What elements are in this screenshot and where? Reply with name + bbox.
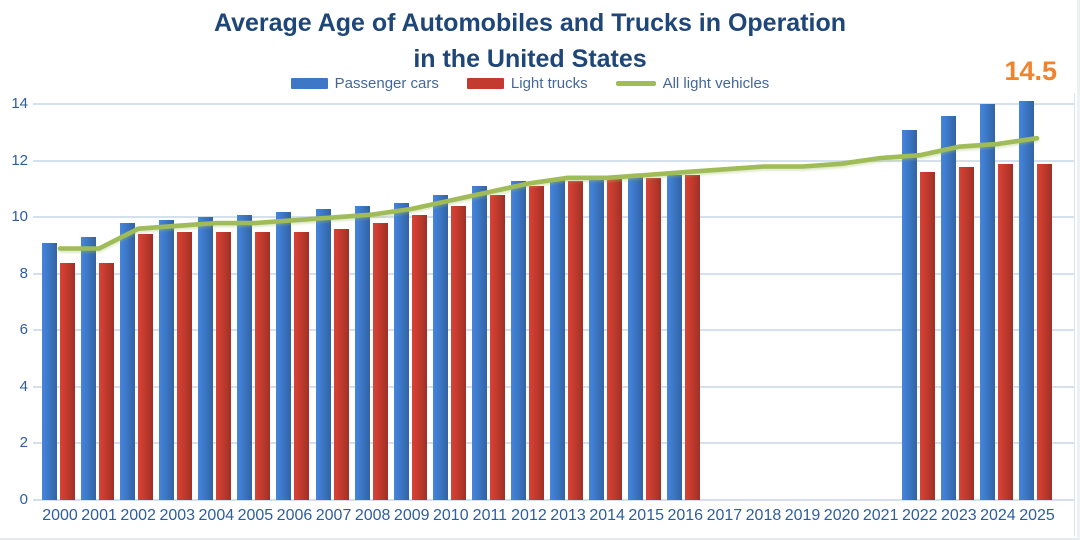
x-axis-label-2018: 2018 [745, 507, 782, 524]
annotation-value-label: 14.5 [1004, 56, 1057, 86]
x-axis-label-2014: 2014 [589, 507, 625, 524]
x-axis-label-2001: 2001 [81, 507, 117, 524]
x-axis-label-2010: 2010 [433, 507, 469, 524]
bar-light-trucks-2012 [528, 186, 544, 500]
legend-label: Passenger cars [334, 74, 439, 92]
x-axis-label-2015: 2015 [628, 507, 664, 524]
x-axis-label-2024: 2024 [980, 507, 1016, 524]
y-axis-label-14: 14 [11, 95, 28, 113]
x-axis-label-2023: 2023 [941, 507, 977, 524]
y-axis-label-0: 0 [19, 491, 28, 508]
bar-passenger-cars-2024 [979, 104, 995, 500]
bar-passenger-cars-2002 [120, 223, 136, 500]
bar-light-trucks-2008 [372, 223, 388, 500]
x-axis-label-2005: 2005 [237, 507, 274, 524]
x-axis-label-2025: 2025 [1019, 507, 1055, 524]
bar-passenger-cars-2013 [550, 177, 566, 500]
x-axis-label-2004: 2004 [198, 507, 235, 524]
y-axis-label-6: 6 [19, 321, 28, 339]
x-axis-label-2021: 2021 [862, 507, 899, 524]
x-axis-label-2016: 2016 [667, 507, 704, 524]
bar-passenger-cars-2009 [393, 203, 409, 500]
x-axis-label-2020: 2020 [823, 507, 860, 524]
bar-light-trucks-2010 [450, 206, 466, 500]
legend: Passenger cars Light trucks All light vehi… [20, 73, 1040, 93]
chart-title-line-1: Average Age of Automobiles and Trucks in… [213, 9, 847, 37]
bar-light-trucks-2013 [568, 180, 584, 500]
bar-light-trucks-2009 [411, 214, 427, 500]
bar-swatch-icon [290, 77, 328, 89]
bar-passenger-cars-2007 [315, 208, 331, 500]
bar-light-trucks-2015 [646, 177, 662, 500]
bar-light-trucks-2002 [138, 234, 154, 500]
bar-passenger-cars-2010 [432, 194, 448, 500]
trend-line [57, 135, 1040, 251]
gridline-12 [33, 159, 1075, 162]
legend-item-all-light-vehicles: All light vehicles [615, 74, 770, 92]
bar-passenger-cars-2001 [81, 237, 97, 500]
x-axis-label-2019: 2019 [784, 507, 821, 524]
x-axis-label-2007: 2007 [315, 507, 352, 524]
bar-light-trucks-2023 [958, 166, 974, 500]
y-axis-label-4: 4 [19, 377, 28, 395]
bar-light-trucks-2000 [60, 262, 75, 500]
bar-swatch-icon [466, 77, 504, 89]
x-axis-label-2013: 2013 [550, 507, 586, 524]
bar-passenger-cars-2025 [1019, 101, 1034, 500]
plot-right-border [1074, 93, 1075, 536]
line-swatch-icon [615, 80, 656, 86]
bar-passenger-cars-2023 [940, 115, 956, 500]
x-axis-label-2006: 2006 [276, 507, 313, 524]
bar-light-trucks-2022 [919, 172, 935, 500]
bar-light-trucks-2004 [216, 231, 232, 500]
x-axis-label-2000: 2000 [42, 507, 78, 524]
bar-light-trucks-2001 [99, 262, 115, 500]
chart-title-line-2: in the United States [413, 45, 647, 73]
bar-light-trucks-2007 [333, 228, 349, 500]
bar-passenger-cars-2004 [198, 217, 214, 500]
bar-light-trucks-2006 [294, 231, 310, 500]
bar-light-trucks-2025 [1037, 163, 1052, 500]
y-axis-label-10: 10 [11, 208, 28, 226]
plot-area [33, 93, 1075, 536]
bar-passenger-cars-2006 [276, 211, 292, 500]
bar-passenger-cars-2015 [628, 174, 644, 500]
x-axis-label-2012: 2012 [511, 507, 547, 524]
legend-label: All light vehicles [662, 74, 770, 92]
x-axis-label-2009: 2009 [393, 507, 430, 524]
bar-light-trucks-2005 [255, 231, 271, 500]
y-axis-label-12: 12 [11, 151, 28, 169]
x-axis-label-2003: 2003 [159, 507, 196, 524]
bar-light-trucks-2011 [489, 194, 505, 500]
x-axis-label-2011: 2011 [472, 507, 508, 524]
legend-item-passenger-cars: Passenger cars [290, 74, 439, 92]
bar-light-trucks-2024 [997, 163, 1013, 500]
x-axis-label-2017: 2017 [706, 507, 743, 524]
bar-passenger-cars-2008 [354, 206, 370, 500]
bar-passenger-cars-2005 [237, 214, 253, 500]
bar-passenger-cars-2011 [471, 186, 487, 500]
bar-light-trucks-2016 [685, 174, 701, 500]
bar-passenger-cars-2000 [42, 242, 57, 500]
x-axis-label-2022: 2022 [901, 507, 938, 524]
bar-passenger-cars-2003 [159, 220, 175, 500]
gridline-14 [33, 103, 1075, 106]
bar-passenger-cars-2022 [901, 129, 917, 500]
bar-light-trucks-2014 [607, 177, 623, 500]
y-axis-label-8: 8 [19, 264, 28, 282]
bar-light-trucks-2003 [177, 231, 193, 500]
x-axis-label-2008: 2008 [354, 507, 391, 524]
bar-passenger-cars-2014 [589, 177, 605, 500]
y-axis-label-2: 2 [19, 434, 28, 452]
all-light-vehicles-line [57, 135, 1040, 251]
legend-label: Light trucks [510, 74, 588, 92]
bar-passenger-cars-2016 [667, 174, 683, 500]
legend-item-light-trucks: Light trucks [466, 74, 588, 92]
gridline-0 [33, 499, 1075, 501]
bar-passenger-cars-2012 [510, 180, 526, 500]
x-axis-label-2002: 2002 [120, 507, 156, 524]
